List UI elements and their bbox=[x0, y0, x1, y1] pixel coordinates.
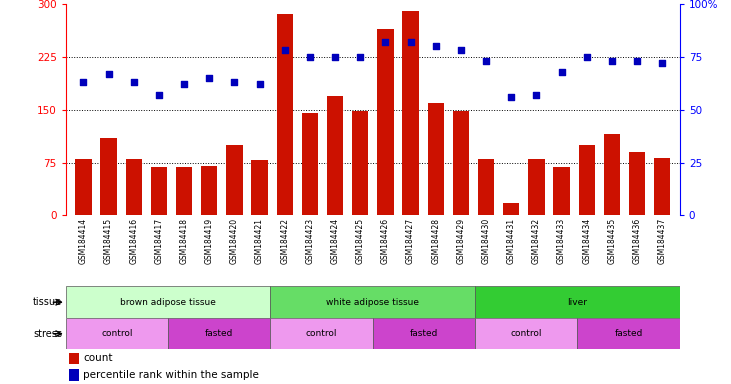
Bar bbox=[475, 318, 577, 349]
Text: GSM184433: GSM184433 bbox=[557, 218, 566, 264]
Text: GSM184418: GSM184418 bbox=[180, 218, 189, 263]
Bar bbox=[578, 145, 595, 215]
Point bbox=[178, 81, 190, 87]
Text: GSM184435: GSM184435 bbox=[607, 218, 616, 264]
Point bbox=[430, 43, 442, 49]
Bar bbox=[327, 96, 344, 215]
Text: GSM184421: GSM184421 bbox=[255, 218, 264, 263]
Bar bbox=[126, 159, 142, 215]
Bar bbox=[75, 159, 91, 215]
Text: fasted: fasted bbox=[615, 329, 643, 338]
Bar bbox=[276, 15, 293, 215]
Bar bbox=[176, 167, 192, 215]
Text: GSM184437: GSM184437 bbox=[658, 218, 667, 264]
Text: count: count bbox=[83, 353, 113, 363]
Point bbox=[556, 68, 567, 74]
Bar bbox=[654, 157, 670, 215]
Bar bbox=[352, 111, 368, 215]
Text: GSM184414: GSM184414 bbox=[79, 218, 88, 264]
Bar bbox=[604, 134, 620, 215]
Text: GSM184436: GSM184436 bbox=[632, 218, 642, 264]
Bar bbox=[478, 159, 494, 215]
Point bbox=[77, 79, 89, 85]
Text: stress: stress bbox=[33, 329, 62, 339]
Point bbox=[606, 58, 618, 64]
Point bbox=[379, 39, 391, 45]
Point bbox=[128, 79, 140, 85]
Point bbox=[405, 39, 417, 45]
Point bbox=[254, 81, 265, 87]
Point bbox=[103, 71, 115, 77]
Point bbox=[455, 47, 466, 53]
Text: liver: liver bbox=[567, 298, 588, 307]
Point bbox=[279, 47, 291, 53]
Bar bbox=[629, 152, 645, 215]
Point bbox=[229, 79, 240, 85]
Text: percentile rank within the sample: percentile rank within the sample bbox=[83, 370, 259, 380]
Text: fasted: fasted bbox=[205, 329, 233, 338]
Text: control: control bbox=[101, 329, 133, 338]
Bar bbox=[226, 145, 243, 215]
Point bbox=[505, 94, 517, 100]
Bar bbox=[373, 318, 475, 349]
Point bbox=[531, 92, 542, 98]
Text: GSM184415: GSM184415 bbox=[104, 218, 113, 264]
Point bbox=[203, 75, 215, 81]
Text: GSM184425: GSM184425 bbox=[356, 218, 365, 264]
Text: GSM184426: GSM184426 bbox=[381, 218, 390, 264]
Bar bbox=[270, 286, 475, 318]
Text: GSM184428: GSM184428 bbox=[431, 218, 440, 263]
Text: GSM184432: GSM184432 bbox=[532, 218, 541, 264]
Bar bbox=[201, 166, 217, 215]
Text: GSM184427: GSM184427 bbox=[406, 218, 415, 264]
Text: GSM184431: GSM184431 bbox=[507, 218, 516, 264]
Bar bbox=[452, 111, 469, 215]
Point bbox=[631, 58, 643, 64]
Text: GSM184420: GSM184420 bbox=[230, 218, 239, 264]
Text: tissue: tissue bbox=[33, 297, 62, 307]
Bar bbox=[151, 167, 167, 215]
Text: brown adipose tissue: brown adipose tissue bbox=[120, 298, 216, 307]
Point bbox=[153, 92, 164, 98]
Bar bbox=[475, 286, 680, 318]
Text: GSM184430: GSM184430 bbox=[482, 218, 491, 264]
Bar bbox=[428, 103, 444, 215]
Bar bbox=[66, 286, 270, 318]
Bar bbox=[251, 161, 268, 215]
Point bbox=[480, 58, 492, 64]
Bar bbox=[503, 203, 520, 215]
Bar bbox=[100, 138, 117, 215]
Bar bbox=[168, 318, 270, 349]
Bar bbox=[553, 167, 569, 215]
Text: GSM184419: GSM184419 bbox=[205, 218, 213, 264]
Point bbox=[355, 54, 366, 60]
Bar bbox=[302, 113, 318, 215]
Text: GSM184434: GSM184434 bbox=[582, 218, 591, 264]
Text: fasted: fasted bbox=[410, 329, 438, 338]
Text: GSM184429: GSM184429 bbox=[456, 218, 466, 264]
Bar bbox=[402, 11, 419, 215]
Point bbox=[329, 54, 341, 60]
Text: white adipose tissue: white adipose tissue bbox=[326, 298, 420, 307]
Bar bbox=[377, 28, 393, 215]
Bar bbox=[529, 159, 545, 215]
Bar bbox=[270, 318, 373, 349]
Bar bbox=[577, 318, 680, 349]
Text: control: control bbox=[510, 329, 542, 338]
Text: GSM184423: GSM184423 bbox=[306, 218, 314, 264]
Point bbox=[581, 54, 593, 60]
Text: GSM184424: GSM184424 bbox=[330, 218, 340, 264]
Bar bbox=[69, 369, 79, 381]
Point bbox=[304, 54, 316, 60]
Bar bbox=[69, 353, 79, 364]
Text: GSM184417: GSM184417 bbox=[154, 218, 164, 264]
Text: control: control bbox=[306, 329, 338, 338]
Text: GSM184422: GSM184422 bbox=[280, 218, 289, 263]
Text: GSM184416: GSM184416 bbox=[129, 218, 138, 264]
Point bbox=[656, 60, 668, 66]
Bar bbox=[66, 318, 168, 349]
